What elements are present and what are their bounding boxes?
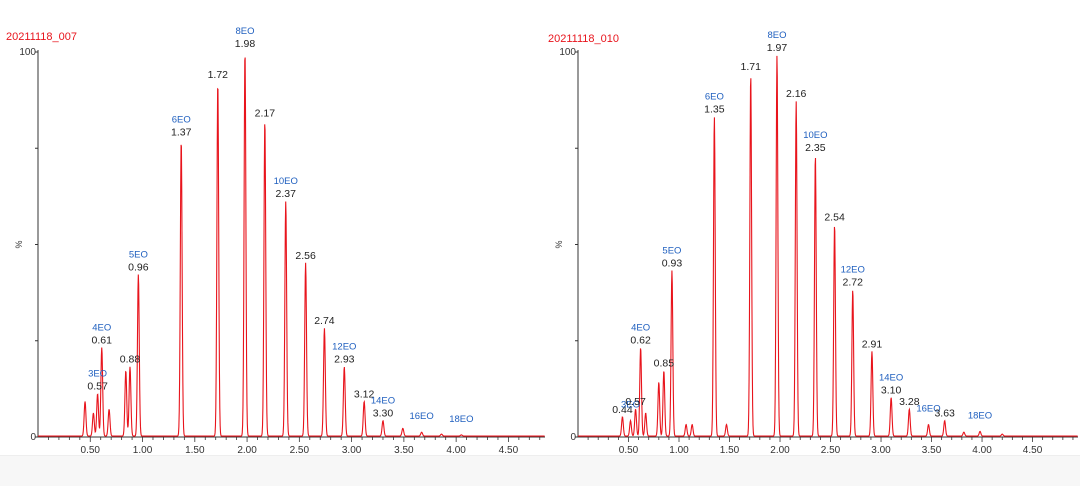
peak-eo-label: 6EO (705, 91, 724, 102)
peak-value-label: 0.57 (625, 396, 646, 408)
peak-value-label: 1.35 (704, 103, 725, 115)
peak-value-label: 2.74 (314, 315, 335, 327)
peak-value-label: 1.71 (741, 61, 762, 73)
peak-value-label: 2.37 (276, 188, 297, 200)
peak-value-label: 0.61 (92, 334, 113, 346)
x-tick-label: 1.50 (720, 445, 740, 456)
chart-title: 20211118_007 (6, 31, 77, 43)
peak-value-label: 0.62 (630, 334, 651, 346)
peak-eo-label: 12EO (332, 342, 356, 353)
peak-eo-label: 8EO (235, 26, 254, 37)
peak-value-label: 2.35 (805, 142, 826, 154)
peak-value-label: 2.56 (295, 250, 316, 262)
y-tick-label-100: 100 (559, 47, 576, 58)
x-tick-label: 2.50 (290, 445, 310, 456)
peak-value-label: 0.44 (612, 404, 633, 416)
peak-eo-label: 18EO (968, 410, 992, 421)
x-tick-label: 4.00 (972, 445, 992, 456)
y-axis-label: % (14, 240, 24, 248)
x-tick-label: 2.50 (821, 445, 841, 456)
peak-eo-label: 5EO (662, 245, 681, 256)
x-tick-label: 0.50 (81, 445, 101, 456)
peak-value-label: 0.96 (128, 261, 149, 273)
peak-value-label: 1.97 (767, 42, 788, 54)
peak-value-label: 2.54 (824, 211, 845, 223)
peak-eo-label: 14EO (371, 396, 395, 407)
y-axis-label: % (554, 240, 564, 248)
peak-value-label: 1.72 (208, 69, 229, 81)
peak-eo-label: 16EO (409, 411, 433, 422)
chromatogram-trace (578, 55, 1078, 437)
y-tick-label-100: 100 (19, 47, 36, 58)
peak-eo-label: 4EO (631, 322, 650, 333)
x-tick-label: 2.00 (237, 445, 257, 456)
peak-value-label: 3.12 (354, 388, 375, 400)
x-tick-label: 3.00 (342, 445, 362, 456)
peak-eo-label: 16EO (916, 403, 940, 414)
x-tick-label: 3.50 (394, 445, 414, 456)
peak-value-label: 0.57 (87, 381, 108, 393)
peak-eo-label: 14EO (879, 373, 903, 384)
chart-title: 20211118_010 (548, 33, 619, 45)
peak-eo-label: 12EO (841, 265, 865, 276)
peak-value-label: 2.17 (255, 107, 276, 119)
x-tick-label: 4.50 (499, 445, 519, 456)
peak-eo-label: 18EO (449, 414, 473, 425)
peak-value-label: 0.85 (654, 358, 675, 370)
peak-value-label: 3.30 (373, 408, 394, 420)
chromatogram-trace (38, 57, 545, 437)
peak-value-label: 3.28 (899, 396, 920, 408)
x-tick-label: 2.00 (770, 445, 790, 456)
x-tick-label: 4.50 (1023, 445, 1043, 456)
peak-eo-label: 4EO (92, 322, 111, 333)
peak-value-label: 2.91 (862, 338, 883, 350)
peak-eo-label: 10EO (803, 130, 827, 141)
peak-eo-label: 3EO (88, 369, 107, 380)
x-tick-label: 1.00 (669, 445, 689, 456)
peak-eo-label: 5EO (129, 249, 148, 260)
peak-eo-label: 6EO (172, 115, 191, 126)
peak-eo-label: 10EO (274, 176, 298, 187)
x-tick-label: 1.00 (133, 445, 153, 456)
peak-value-label: 2.16 (786, 88, 807, 100)
x-tick-label: 0.50 (619, 445, 639, 456)
x-tick-label: 4.00 (446, 445, 466, 456)
peak-value-label: 1.37 (171, 127, 192, 139)
x-tick-label: 3.50 (922, 445, 942, 456)
peak-value-label: 2.93 (334, 354, 355, 366)
chart-panel-2: 20211118_010 100 0% 0.50 1.00 1.50 2.00 2.50 3.0… (548, 30, 1078, 456)
peak-eo-label: 8EO (767, 30, 786, 41)
peak-value-label: 0.93 (662, 257, 683, 269)
y-tick-label-0: 0 (30, 432, 36, 443)
peak-value-label: 1.98 (235, 38, 256, 50)
peak-value-label: 2.72 (843, 277, 864, 289)
chart-panel-1: 20211118_007 100 0% 0.50 1.00 1.50 2.00 2.50 3.0… (6, 26, 545, 456)
y-tick-label-0: 0 (570, 432, 576, 443)
x-tick-label: 1.50 (185, 445, 205, 456)
peak-value-label: 3.63 (934, 408, 955, 420)
peak-eo-label: 3EO (621, 400, 640, 411)
peak-value-label: 3.10 (881, 385, 902, 397)
peak-value-label: 0.88 (120, 354, 141, 366)
x-tick-label: 3.00 (871, 445, 891, 456)
bottom-strip (0, 455, 1080, 486)
